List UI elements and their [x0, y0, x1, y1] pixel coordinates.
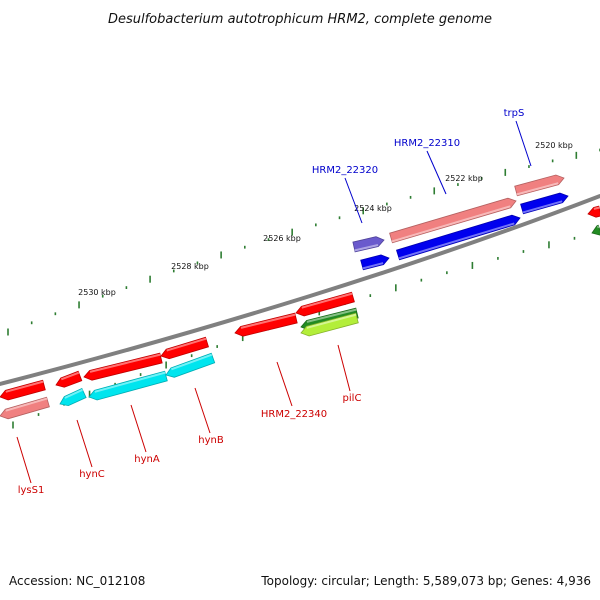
gene-arrow-highlight [391, 205, 511, 243]
gene-arrow [55, 370, 83, 388]
kbp-label-2520: 2520 kbp [535, 141, 573, 150]
genome-backbone [0, 194, 600, 386]
leader-line [337, 344, 351, 392]
gene-arrow [295, 291, 355, 317]
gene-arrow [389, 197, 517, 244]
topology-text: Topology: circular; Length: 5,589,073 bp… [261, 574, 591, 588]
gene-arrow-highlight [354, 244, 379, 252]
label-hynB[interactable]: hynB [198, 435, 224, 446]
kbp-label-2528: 2528 kbp [171, 262, 209, 271]
gene-arrow-body [59, 387, 87, 407]
gene-arrow [587, 205, 600, 218]
gene-arrow [234, 312, 298, 337]
gene-arrow-highlight [166, 337, 207, 352]
gene-arrow-highlight [593, 206, 600, 210]
label-hrm2-22340[interactable]: HRM2_22340 [261, 409, 327, 420]
gene-arrow-body [55, 370, 83, 388]
gene-arrow-body [520, 192, 569, 215]
kbp-label-2522: 2522 kbp [445, 174, 483, 183]
gene-arrow [160, 336, 210, 360]
gene-arrow [0, 396, 50, 420]
kbp-scale-labels: 2520 kbp 2522 kbp 2524 kbp 2526 kbp 2528… [78, 141, 573, 297]
label-trpS[interactable]: trpS [504, 108, 525, 119]
gene-arrow [88, 370, 168, 401]
gene-arrow [360, 254, 390, 271]
leader-line [76, 419, 93, 468]
gene-arrow-highlight [301, 292, 353, 309]
gene-arrow-highlight [240, 313, 296, 329]
outer-tick-ring [7, 148, 600, 336]
gene-arrow-body [395, 214, 521, 261]
accession-text: Accession: NC_012108 [9, 574, 146, 588]
label-hynC[interactable]: hynC [79, 469, 105, 480]
gene-arrow [0, 379, 46, 401]
gene-arrow [83, 352, 163, 381]
leader-line [426, 150, 447, 195]
gene-arrow-highlight [398, 222, 515, 260]
gene-arrow-highlight [89, 353, 161, 373]
gene-arrow-highlight [516, 182, 559, 196]
gene-arrow-highlight [306, 313, 357, 329]
label-hrm2-22320[interactable]: HRM2_22320 [312, 165, 378, 176]
gene-arrow [165, 352, 216, 378]
gene-arrow-body [360, 254, 390, 271]
backbone-line [0, 194, 600, 386]
gene-arrow [395, 214, 521, 261]
leader-line [515, 120, 532, 167]
gene-arrow [352, 236, 385, 253]
gene-arrow-body [295, 291, 355, 317]
leader-line [16, 436, 32, 484]
gene-arrow-highlight [5, 397, 48, 412]
gene-arrow-highlight [522, 200, 563, 214]
gene-arrow [300, 312, 359, 337]
gene-arrow-highlight [60, 371, 80, 381]
kbp-label-2526: 2526 kbp [263, 234, 301, 243]
gene-arrow-highlight [596, 225, 600, 229]
gene-arrow-highlight [5, 380, 44, 393]
leader-line [194, 387, 211, 434]
gene-arrow-highlight [306, 308, 357, 323]
kbp-label-2530: 2530 kbp [78, 288, 116, 297]
gene-arrow [520, 192, 569, 215]
gene-arrow-body [300, 312, 359, 337]
gene-arrow-body [88, 370, 168, 401]
gene-arrow-body [0, 396, 50, 420]
label-leader-lines [16, 120, 532, 484]
gene-arrow-body [165, 352, 216, 378]
label-lysS1[interactable]: lysS1 [18, 485, 45, 496]
gene-arrow-highlight [362, 262, 384, 270]
gene-arrow [514, 174, 565, 197]
gene-arrow-body [389, 197, 517, 244]
gene-arrow-body [514, 174, 565, 197]
label-hrm2-22310[interactable]: HRM2_22310 [394, 138, 460, 149]
gene-arrow-highlight [171, 353, 213, 371]
leader-line [130, 404, 147, 453]
gene-arrow-body [0, 379, 46, 401]
gene-arrow [59, 387, 87, 407]
kbp-label-2524: 2524 kbp [354, 204, 392, 213]
gene-labels: trpS HRM2_22310 HRM2_22320 pilC HRM2_223… [18, 108, 525, 496]
leader-line [344, 177, 363, 224]
map-title: Desulfobacterium autotrophicum HRM2, com… [108, 12, 492, 27]
gene-arrow [591, 224, 600, 236]
gene-arrow-highlight [94, 371, 166, 393]
gene-arrow-highlight [64, 388, 83, 399]
leader-line [276, 361, 293, 407]
gene-features [0, 174, 600, 420]
label-hynA[interactable]: hynA [134, 454, 160, 465]
label-pilC[interactable]: pilC [343, 393, 362, 404]
